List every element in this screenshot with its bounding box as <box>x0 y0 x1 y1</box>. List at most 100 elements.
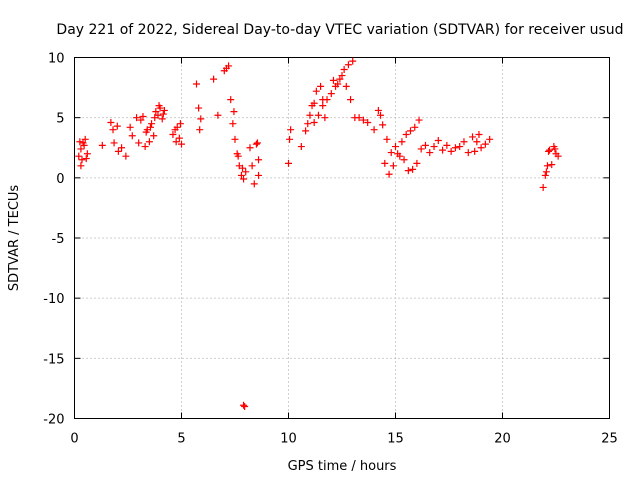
data-point <box>477 144 485 152</box>
axis-ticks: 0 5 10 15 20 25 -20 -15 -10 -5 0 5 10 <box>43 52 618 447</box>
data-point <box>137 116 145 124</box>
data-point <box>329 76 337 84</box>
x-tick-label: 5 <box>177 432 185 447</box>
data-point <box>98 141 106 149</box>
data-point <box>238 164 246 172</box>
data-point <box>426 149 434 157</box>
data-point <box>230 108 238 116</box>
data-point <box>379 121 387 129</box>
data-point <box>297 143 305 151</box>
y-tick-label: -20 <box>43 413 64 428</box>
data-point <box>310 99 318 107</box>
y-tick-label: -10 <box>43 292 64 307</box>
data-point <box>248 162 256 170</box>
data-point <box>310 118 318 126</box>
data-point <box>155 102 163 110</box>
data-point <box>545 147 553 155</box>
data-point <box>542 168 550 176</box>
data-point <box>306 111 314 119</box>
data-point <box>225 62 233 70</box>
data-point <box>76 138 84 146</box>
data-point <box>107 118 115 126</box>
data-point <box>81 135 89 143</box>
data-point <box>77 145 85 153</box>
data-point <box>340 66 348 74</box>
y-tick-label: -15 <box>43 352 64 367</box>
data-point <box>77 162 85 170</box>
data-point <box>473 138 481 146</box>
data-point <box>417 145 425 153</box>
data-point <box>133 114 141 122</box>
data-point <box>402 131 410 139</box>
x-tick-label: 15 <box>387 432 404 447</box>
data-point <box>150 132 158 140</box>
data-point <box>349 57 357 65</box>
data-point <box>415 116 423 124</box>
data-point <box>377 111 385 119</box>
data-point <box>385 170 393 178</box>
data-point <box>151 114 159 122</box>
data-point <box>160 106 168 114</box>
data-point <box>389 162 397 170</box>
data-point <box>240 401 248 409</box>
data-point <box>158 115 166 123</box>
data-point <box>173 123 181 131</box>
data-point <box>543 162 551 170</box>
data-point <box>387 149 395 157</box>
data-point <box>541 171 549 179</box>
data-point <box>464 149 472 157</box>
data-point <box>336 75 344 83</box>
data-point <box>142 128 150 136</box>
data-point <box>370 126 378 134</box>
data-point <box>118 144 126 152</box>
data-point <box>327 90 335 98</box>
data-point <box>539 183 547 191</box>
data-point <box>83 150 91 158</box>
data-point <box>475 131 483 139</box>
data-point <box>178 140 185 148</box>
data-point <box>145 138 153 146</box>
data-point <box>548 161 556 169</box>
data-point <box>287 126 295 134</box>
x-tick-label: 25 <box>601 432 618 447</box>
data-point <box>338 72 346 80</box>
data-point <box>460 138 468 146</box>
data-point <box>347 96 355 104</box>
data-point <box>317 82 325 90</box>
data-point <box>409 165 417 173</box>
data-point <box>323 96 331 104</box>
x-tick-label: 10 <box>280 432 297 447</box>
data-point <box>214 111 222 119</box>
data-point <box>128 132 136 140</box>
data-point <box>80 141 88 149</box>
data-point <box>439 146 447 154</box>
data-point <box>554 152 562 160</box>
data-points <box>75 57 562 410</box>
data-point <box>195 104 203 112</box>
data-point <box>413 159 421 167</box>
data-point <box>159 110 167 118</box>
data-point <box>400 156 408 164</box>
data-point <box>359 116 367 124</box>
data-point <box>148 120 156 128</box>
y-tick-label: 5 <box>56 112 64 127</box>
data-point <box>135 139 143 147</box>
data-point <box>406 127 414 135</box>
data-point <box>126 123 134 131</box>
y-tick-label: 0 <box>56 172 64 187</box>
data-point <box>321 114 329 122</box>
data-point <box>231 135 239 143</box>
data-point <box>227 96 235 104</box>
data-point <box>319 102 327 110</box>
data-point <box>242 168 250 176</box>
data-point <box>240 175 248 183</box>
chart-title: Day 221 of 2022, Sidereal Day-to-day VTE… <box>56 22 623 38</box>
data-point <box>176 120 184 128</box>
data-point <box>546 146 554 154</box>
data-point <box>364 118 372 126</box>
data-point <box>456 143 464 151</box>
data-point <box>469 133 477 141</box>
data-point <box>113 122 121 130</box>
data-point <box>302 127 310 135</box>
